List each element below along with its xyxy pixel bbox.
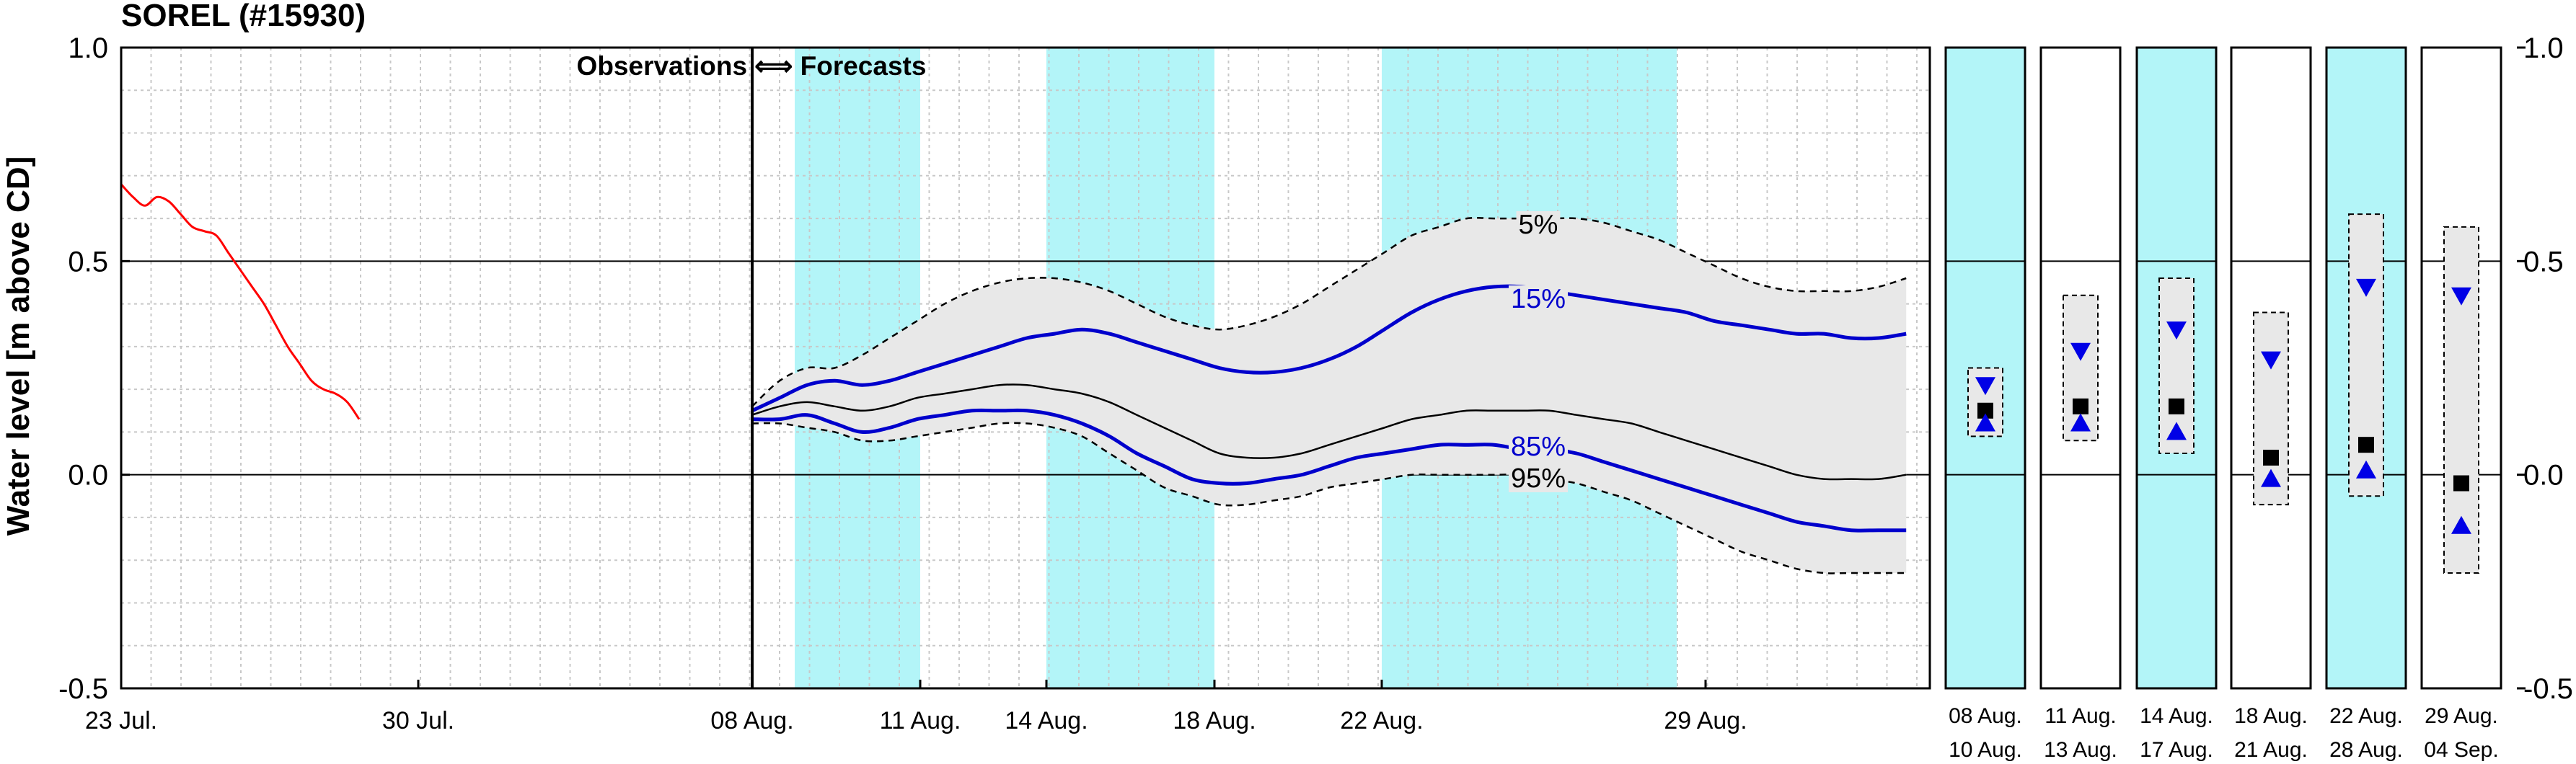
x-tick-label: 14 Aug. <box>1005 707 1088 734</box>
series-label: 85% <box>1511 432 1566 462</box>
high-marker-down-triangle <box>2166 321 2187 340</box>
observation-line <box>120 183 361 420</box>
forecast-15pct-line <box>751 284 1907 413</box>
y-axis-label: Water level [m above CD] <box>1 156 36 536</box>
high-marker-down-triangle <box>2451 287 2471 306</box>
series-label: 15% <box>1511 284 1566 314</box>
forecast-85pct-line <box>751 408 1907 533</box>
summary-end-label: 28 Aug. <box>2329 738 2403 762</box>
x-tick-label: 18 Aug. <box>1173 707 1256 734</box>
summary-start-label: 29 Aug. <box>2425 704 2498 728</box>
transition-label: Observations ⟺ Forecasts <box>577 51 927 81</box>
chart-title: SOREL (#15930) <box>121 0 366 33</box>
high-marker-down-triangle <box>1975 377 1995 396</box>
summary-start-label: 22 Aug. <box>2329 704 2403 728</box>
y-tick-label: 0.5 <box>68 246 108 277</box>
y-tick-label: 1.0 <box>68 32 108 64</box>
series-label-bg <box>1508 433 1569 461</box>
x-tick-label: 08 Aug. <box>710 707 793 734</box>
summary-range-box <box>2443 226 2479 574</box>
x-tick-label: 29 Aug. <box>1664 707 1747 734</box>
median-marker-square <box>2073 398 2088 414</box>
y-tick-label-right: -0.5 <box>2523 673 2573 705</box>
low-marker-up-triangle <box>2261 468 2281 487</box>
summary-panel-frame <box>2420 46 2502 690</box>
summary-start-label: 18 Aug. <box>2234 704 2308 728</box>
low-marker-up-triangle <box>2451 515 2471 534</box>
y-tick-label-right: 0.0 <box>2523 460 2564 492</box>
y-tick-label: -0.5 <box>58 673 108 705</box>
summary-end-label: 04 Sep. <box>2424 738 2498 762</box>
x-tick-label: 22 Aug. <box>1340 707 1423 734</box>
main-plot-frame <box>120 46 1931 690</box>
high-marker-down-triangle <box>2261 351 2281 370</box>
summary-range-box <box>2348 213 2384 497</box>
summary-panel-frame <box>2039 46 2122 690</box>
summary-panel-frame <box>2325 46 2407 690</box>
summary-end-label: 10 Aug. <box>1949 738 2022 762</box>
summary-end-label: 21 Aug. <box>2234 738 2308 762</box>
summary-start-label: 11 Aug. <box>2045 704 2117 728</box>
median-marker-square <box>2358 437 2374 453</box>
summary-panel-frame <box>1944 46 2026 690</box>
low-marker-up-triangle <box>2356 460 2376 479</box>
summary-end-label: 17 Aug. <box>2140 738 2213 762</box>
summary-panel-frame <box>2135 46 2218 690</box>
y-tick-label: 0.0 <box>68 460 108 492</box>
x-tick-label: 30 Jul. <box>382 707 454 734</box>
low-marker-up-triangle <box>2070 413 2091 432</box>
summary-start-label: 14 Aug. <box>2140 704 2213 728</box>
series-label-bg <box>1508 465 1569 492</box>
forecast-median-line <box>751 383 1907 481</box>
summary-start-label: 08 Aug. <box>1949 704 2022 728</box>
series-label: 95% <box>1511 463 1566 494</box>
high-marker-down-triangle <box>2356 278 2376 297</box>
low-marker-up-triangle <box>1975 413 1995 432</box>
series-label-bg <box>1516 211 1561 239</box>
high-marker-down-triangle <box>2070 342 2091 361</box>
median-marker-square <box>2263 449 2279 466</box>
y-tick-label-right: 1.0 <box>2523 32 2564 64</box>
low-marker-up-triangle <box>2166 422 2187 440</box>
series-label: 5% <box>1519 210 1558 240</box>
forecast-5pct-line <box>751 216 1907 407</box>
y-tick-label-right: 0.5 <box>2523 246 2564 277</box>
x-tick-label: 11 Aug. <box>880 707 961 734</box>
x-tick-label: 23 Jul. <box>85 707 157 734</box>
series-label-bg <box>1508 285 1569 313</box>
median-marker-square <box>2169 398 2184 414</box>
median-marker-square <box>2453 475 2469 492</box>
uncertainty-band <box>752 218 1907 573</box>
summary-panel-frame <box>2230 46 2312 690</box>
forecast-95pct-line <box>751 422 1907 574</box>
median-marker-square <box>1977 402 1993 419</box>
summary-end-label: 13 Aug. <box>2044 738 2117 762</box>
